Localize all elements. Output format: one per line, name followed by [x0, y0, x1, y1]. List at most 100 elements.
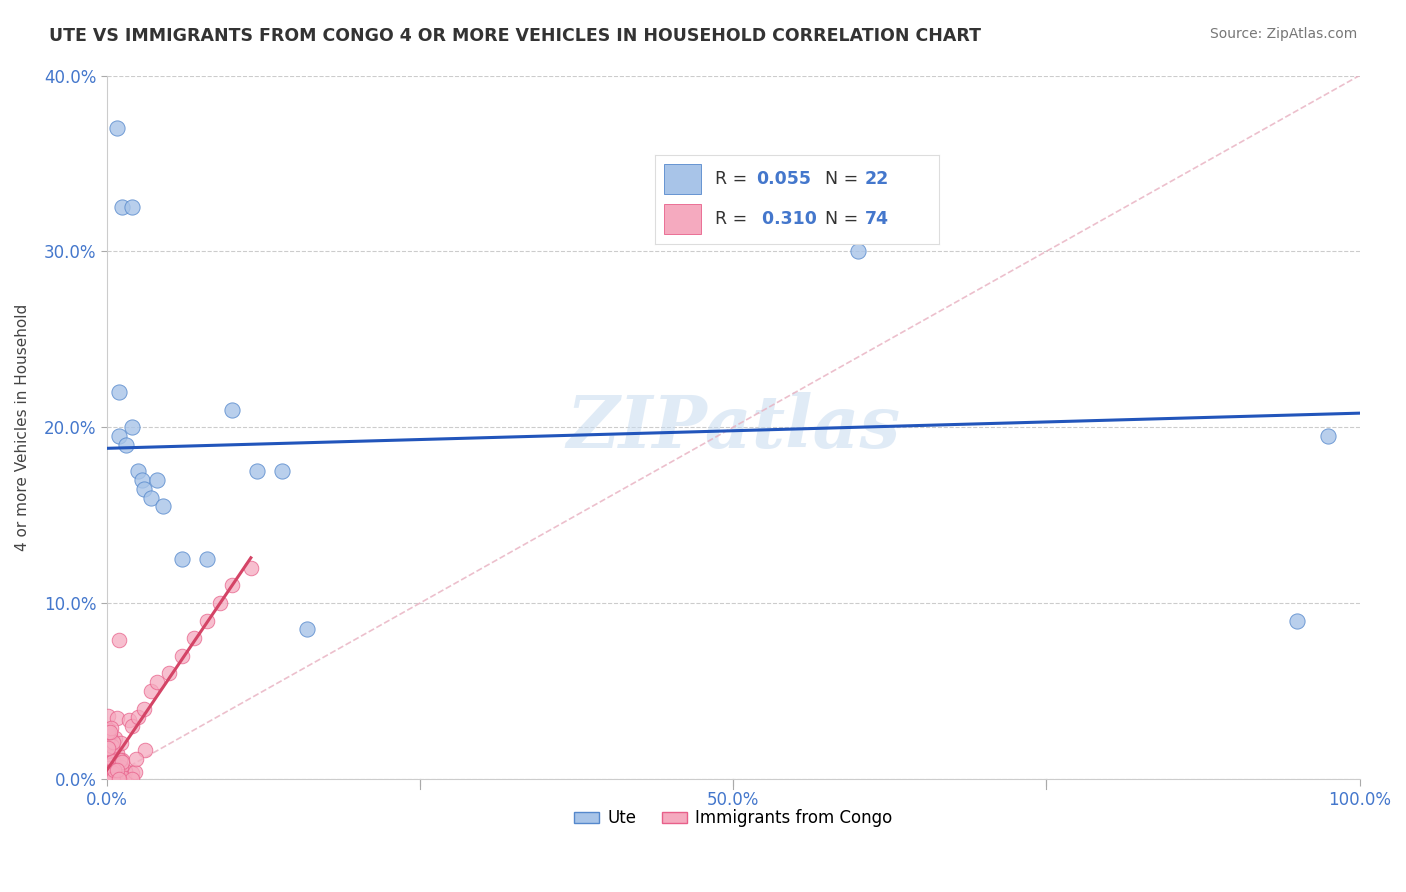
- Point: [103, 763, 125, 777]
- Y-axis label: 4 or more Vehicles in Household: 4 or more Vehicles in Household: [15, 303, 30, 551]
- Point: [97, 757, 120, 772]
- Point: [101, 766, 124, 780]
- Point: [121, 772, 143, 786]
- Point: [239, 561, 262, 575]
- Text: 74: 74: [865, 211, 889, 228]
- Point: [100, 770, 122, 784]
- Point: [100, 767, 122, 781]
- Point: [97, 769, 120, 783]
- Point: [1285, 614, 1308, 628]
- Point: [97, 723, 120, 737]
- Point: [121, 765, 143, 780]
- Point: [101, 765, 124, 780]
- Point: [246, 464, 269, 478]
- Point: [139, 684, 162, 698]
- Point: [848, 244, 870, 259]
- Point: [121, 719, 143, 733]
- Point: [98, 765, 121, 780]
- Point: [183, 632, 205, 646]
- Point: [110, 760, 132, 774]
- Point: [100, 721, 122, 735]
- Point: [97, 764, 120, 779]
- Point: [131, 473, 153, 487]
- Point: [170, 648, 193, 663]
- Point: [108, 753, 131, 767]
- Point: [108, 385, 131, 400]
- Point: [118, 713, 141, 727]
- Point: [110, 736, 132, 750]
- Point: [170, 552, 193, 566]
- Point: [101, 735, 124, 749]
- Text: 22: 22: [865, 170, 889, 188]
- Point: [146, 675, 169, 690]
- Point: [97, 724, 120, 739]
- Point: [105, 711, 128, 725]
- Point: [221, 402, 243, 417]
- Point: [98, 750, 121, 764]
- Point: [100, 758, 122, 772]
- Point: [110, 771, 132, 785]
- Point: [104, 759, 127, 773]
- Point: [101, 772, 124, 786]
- Point: [297, 623, 319, 637]
- Text: N =: N =: [825, 211, 863, 228]
- Point: [221, 578, 243, 592]
- Point: [134, 743, 156, 757]
- Text: N =: N =: [825, 170, 863, 188]
- Point: [105, 121, 128, 136]
- Point: [108, 632, 131, 647]
- Point: [98, 765, 121, 780]
- Point: [97, 709, 120, 723]
- Point: [134, 701, 156, 715]
- Point: [101, 772, 124, 786]
- Point: [100, 772, 122, 786]
- Point: [101, 739, 124, 754]
- Point: [101, 767, 124, 781]
- Point: [100, 764, 122, 778]
- Text: 0.310: 0.310: [756, 211, 817, 228]
- Legend: Ute, Immigrants from Congo: Ute, Immigrants from Congo: [568, 803, 898, 834]
- Point: [97, 756, 120, 771]
- FancyBboxPatch shape: [664, 164, 700, 194]
- Point: [1317, 429, 1340, 443]
- Point: [108, 772, 131, 786]
- Point: [97, 761, 120, 775]
- Point: [101, 747, 124, 762]
- Point: [97, 756, 120, 771]
- Point: [105, 746, 128, 760]
- Text: R =: R =: [714, 211, 752, 228]
- Point: [125, 752, 148, 766]
- Point: [97, 772, 120, 786]
- Point: [104, 769, 127, 783]
- Point: [152, 500, 174, 514]
- Point: [100, 765, 122, 780]
- Point: [195, 614, 218, 628]
- Point: [111, 201, 134, 215]
- Point: [111, 755, 134, 769]
- Point: [195, 552, 218, 566]
- Point: [112, 771, 135, 785]
- Point: [111, 753, 134, 767]
- Point: [146, 473, 169, 487]
- Point: [108, 764, 131, 778]
- Point: [139, 491, 162, 505]
- Point: [127, 710, 149, 724]
- Text: ZIPatlas: ZIPatlas: [567, 392, 900, 463]
- Point: [97, 769, 120, 783]
- Point: [105, 763, 128, 777]
- Text: UTE VS IMMIGRANTS FROM CONGO 4 OR MORE VEHICLES IN HOUSEHOLD CORRELATION CHART: UTE VS IMMIGRANTS FROM CONGO 4 OR MORE V…: [49, 27, 981, 45]
- Point: [159, 666, 181, 681]
- Point: [108, 429, 131, 443]
- Point: [104, 771, 127, 785]
- Point: [121, 201, 143, 215]
- Point: [104, 731, 127, 745]
- Point: [134, 482, 156, 496]
- Text: Source: ZipAtlas.com: Source: ZipAtlas.com: [1209, 27, 1357, 41]
- Point: [98, 729, 121, 743]
- Point: [97, 740, 120, 755]
- Point: [127, 464, 149, 478]
- Point: [98, 725, 121, 739]
- Text: 0.055: 0.055: [756, 170, 811, 188]
- Point: [208, 596, 231, 610]
- FancyBboxPatch shape: [664, 204, 700, 234]
